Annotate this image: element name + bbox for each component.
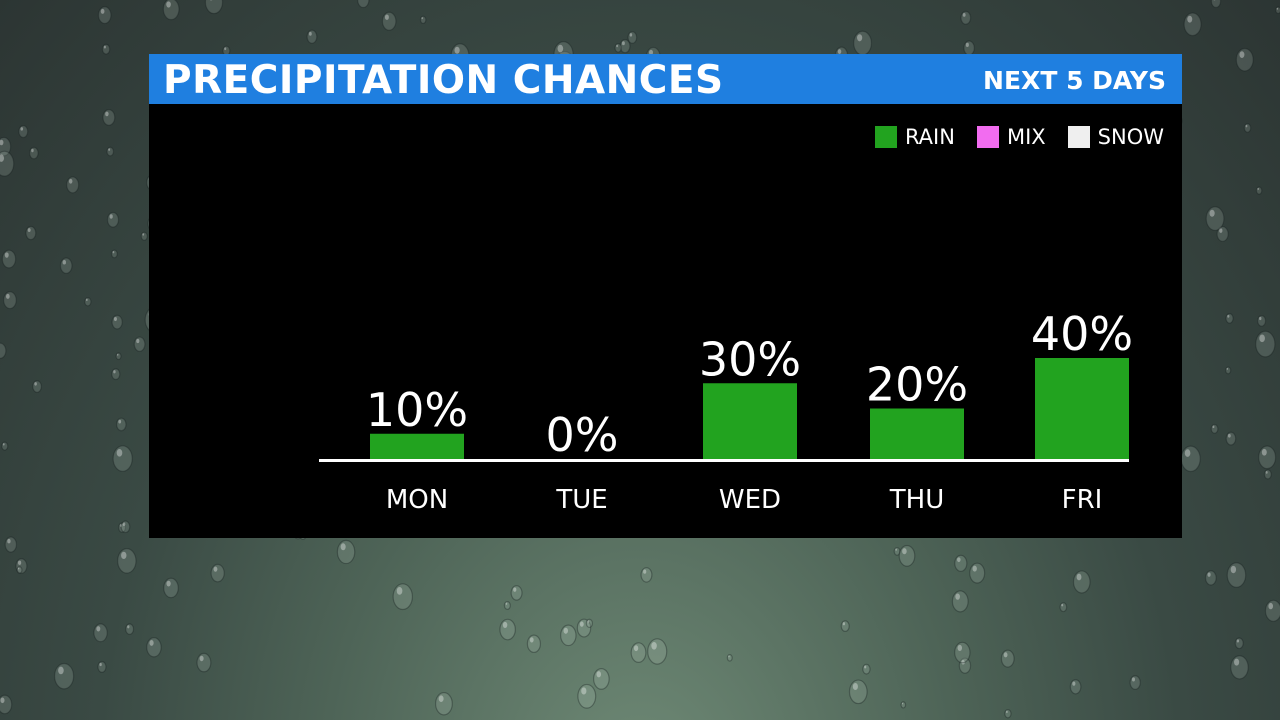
legend-item-snow: SNOW [1067,125,1164,149]
legend-item-mix: MIX [976,125,1046,149]
legend-item-rain: RAIN [874,125,955,149]
title-bar: PRECIPITATION CHANCES NEXT 5 DAYS [149,54,1182,104]
bar-thu [870,408,964,459]
tick-label-thu: THU [889,485,944,515]
legend-label-snow: SNOW [1097,125,1164,149]
chart-title: PRECIPITATION CHANCES [163,58,724,103]
bar-chart: 10% MON 0% TUE 30% WED 20% THU 40% FRI [319,307,1133,515]
tick-label-mon: MON [386,485,448,515]
data-label-mon: 10% [366,383,468,437]
data-label-wed: 30% [699,332,801,386]
data-label-thu: 20% [866,358,968,412]
data-label-fri: 40% [1031,307,1133,361]
bar-fri [1035,358,1129,459]
legend-swatch-snow [1067,126,1090,148]
bar-wed [703,383,797,459]
legend-swatch-rain [874,126,897,148]
legend-label-rain: RAIN [904,125,955,149]
legend: RAIN MIX SNOW [874,124,1164,150]
tick-label-wed: WED [719,485,781,515]
data-label-tue: 0% [546,408,619,462]
chart-subtitle: NEXT 5 DAYS [983,66,1166,95]
legend-swatch-mix [976,126,999,148]
bar-mon [370,433,464,459]
chart-panel: PRECIPITATION CHANCES NEXT 5 DAYS 10% MON… [149,54,1182,538]
legend-label-mix: MIX [1006,125,1046,149]
tick-label-fri: FRI [1062,485,1103,515]
tick-label-tue: TUE [555,485,607,515]
